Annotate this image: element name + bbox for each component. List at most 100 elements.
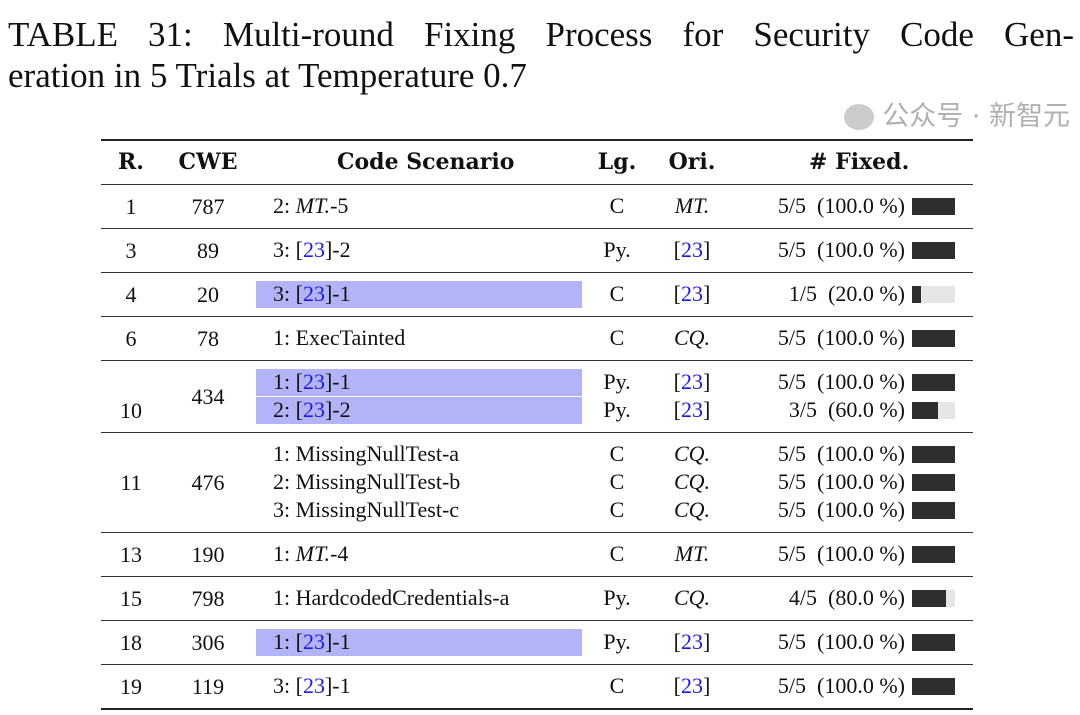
- code-scenario: 3: [23]-1: [273, 280, 351, 308]
- text-part: ]-1: [324, 629, 351, 654]
- header-fixed: # Fixed.: [809, 149, 910, 175]
- fixed-count: 5/5 (100.0 %): [777, 497, 905, 522]
- progress-fill: [912, 198, 955, 215]
- scenario-line: 1: ExecTainted C CQ. 5/5 (100.0 %): [101, 324, 973, 352]
- italic-abbrev: CQ.: [673, 441, 711, 466]
- citation-link[interactable]: 23: [302, 237, 325, 262]
- citation-link[interactable]: 23: [681, 397, 703, 422]
- progress-fill: [912, 242, 955, 259]
- cwe-id: 89: [197, 237, 219, 263]
- language: Py.: [603, 237, 631, 262]
- text-part: ]: [703, 673, 711, 698]
- language: Py.: [603, 369, 631, 394]
- text-part: ]: [703, 397, 711, 422]
- text-part: [: [673, 397, 681, 422]
- citation-link[interactable]: 23: [302, 369, 325, 394]
- language: C: [609, 441, 625, 466]
- citation-link[interactable]: 23: [302, 281, 325, 306]
- cwe-id: 119: [191, 673, 225, 699]
- progress-fill: [912, 590, 947, 607]
- watermark: 公众号 · 新智元: [844, 100, 1070, 134]
- table-row: 4 20 3: [23]-1 C [23] 1/5 (20.0 %): [101, 273, 973, 317]
- fixed-progress-bar: [912, 198, 955, 215]
- row-number: 13: [120, 541, 142, 567]
- citation-link[interactable]: 23: [681, 237, 703, 262]
- results-table: R. CWE Code Scenario Lg. Ori. # Fixed. 1…: [101, 139, 973, 710]
- italic-abbrev: CQ.: [673, 585, 711, 610]
- scenario-line: 1: [23]-1 Py. [23] 5/5 (100.0 %): [101, 628, 973, 656]
- language: Py.: [603, 585, 631, 610]
- citation-link[interactable]: 23: [302, 673, 325, 698]
- table-row: 1 787 2: MT.-5 C MT. 5/5 (100.0 %): [101, 185, 973, 229]
- language: Py.: [603, 397, 631, 422]
- header-lg: Lg.: [597, 149, 637, 175]
- citation-link[interactable]: 23: [681, 629, 703, 654]
- highlight-band: [256, 397, 582, 424]
- citation-link[interactable]: 23: [681, 673, 703, 698]
- scenario-line: 2: MissingNullTest-b C CQ. 5/5 (100.0 %): [101, 468, 973, 496]
- highlight-band: [256, 369, 582, 396]
- table-row: 11 476 1: MissingNullTest-a C CQ. 5/5 (100.0 …: [101, 433, 973, 533]
- text-part: 1: [: [273, 369, 303, 394]
- progress-fill: [912, 330, 955, 347]
- origin: [23]: [663, 236, 721, 264]
- header-cwe: CWE: [178, 149, 238, 175]
- code-scenario: 1: HardcodedCredentials-a: [273, 584, 509, 612]
- origin: [23]: [663, 368, 721, 396]
- text-part: [: [673, 673, 681, 698]
- text-part: [: [673, 369, 681, 394]
- code-scenario: 2: MissingNullTest-b: [273, 468, 460, 496]
- fixed-count: 5/5 (100.0 %): [777, 325, 905, 350]
- origin: [23]: [663, 396, 721, 424]
- scenario-line: 1: [23]-1 Py. [23] 5/5 (100.0 %): [101, 368, 973, 396]
- fixed-progress-bar: [912, 242, 955, 259]
- table-row: 13 190 1: MT.-4 C MT. 5/5 (100.0 %): [101, 533, 973, 577]
- text-part: ]-1: [324, 369, 351, 394]
- language: C: [609, 541, 625, 566]
- scenario-line: 3: [23]-2 Py. [23] 5/5 (100.0 %): [101, 236, 973, 264]
- fixed-progress-bar: [912, 474, 955, 491]
- row-number: 10: [120, 398, 142, 423]
- code-scenario: 2: MT.-5: [273, 192, 348, 220]
- table-body: 1 787 2: MT.-5 C MT. 5/5 (100.0 %) 3 89 3: [23]-…: [101, 185, 973, 708]
- table-caption: TABLE 31: Multi-round Fixing Process for…: [8, 14, 1074, 96]
- row-number: 3: [125, 237, 137, 263]
- text-part: 1: MissingNullTest-a: [273, 441, 460, 466]
- text-part: 3: [: [273, 673, 303, 698]
- citation-link[interactable]: 23: [681, 281, 703, 306]
- text-part: ]-1: [324, 281, 351, 306]
- header-ori: Ori.: [668, 149, 716, 175]
- italic-abbrev: MT.: [674, 541, 710, 566]
- origin: MT.: [663, 192, 721, 220]
- origin: CQ.: [663, 440, 721, 468]
- text-part: [: [673, 629, 681, 654]
- highlight-band: [256, 281, 582, 308]
- text-part: ]-2: [324, 397, 351, 422]
- fixed-count: 5/5 (100.0 %): [777, 673, 905, 698]
- origin: [23]: [663, 628, 721, 656]
- text-part: ]: [703, 237, 711, 262]
- citation-link[interactable]: 23: [302, 629, 325, 654]
- fixed-progress-bar: [912, 446, 955, 463]
- text-part: ]-1: [324, 673, 351, 698]
- code-scenario: 1: [23]-1: [273, 628, 351, 656]
- fixed-progress-bar: [912, 402, 955, 419]
- origin: CQ.: [663, 496, 721, 524]
- cwe-id: 20: [197, 281, 219, 307]
- fixed-count: 5/5 (100.0 %): [777, 237, 905, 262]
- text-part: 1:: [273, 541, 296, 566]
- citation-link[interactable]: 23: [302, 397, 325, 422]
- fixed-count: 5/5 (100.0 %): [777, 629, 905, 654]
- text-part: 2:: [273, 193, 296, 218]
- origin: CQ.: [663, 324, 721, 352]
- fixed-progress-bar: [912, 502, 955, 519]
- origin: [23]: [663, 672, 721, 700]
- text-part: 1: HardcodedCredentials-a: [273, 585, 510, 610]
- code-scenario: 1: MT.-4: [273, 540, 348, 568]
- citation-link[interactable]: 23: [681, 369, 703, 394]
- code-scenario: 1: [23]-1: [273, 368, 351, 396]
- cwe-id: 78: [197, 325, 219, 351]
- text-part: 1: ExecTainted: [273, 325, 406, 350]
- table-row: 3 89 3: [23]-2 Py. [23] 5/5 (100.0 %): [101, 229, 973, 273]
- header-scenario: Code Scenario: [337, 149, 515, 175]
